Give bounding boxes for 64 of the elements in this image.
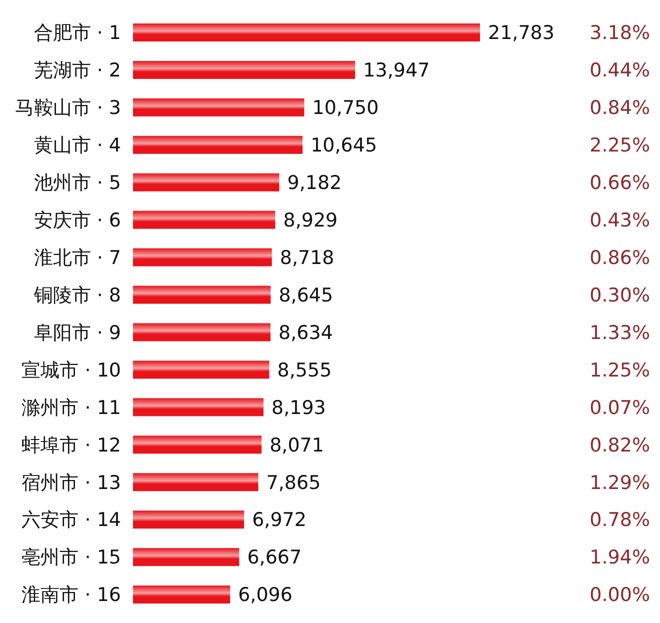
data-label: 6,096: [238, 584, 293, 606]
data-label: 8,929: [283, 209, 338, 232]
bar: [133, 286, 271, 304]
data-label: 8,718: [280, 246, 334, 269]
y-tick-label: 合肥市 · 1: [34, 22, 121, 44]
y-tick-label: 池州市 · 5: [34, 172, 121, 194]
text: 1.94%: [590, 546, 650, 569]
bar: [133, 586, 230, 604]
data-label: 8,071: [270, 434, 324, 456]
bar: [133, 510, 244, 529]
y-tick-label: 黄山市 · 4: [34, 134, 121, 157]
text: 0.07%: [590, 396, 650, 419]
y-tick-label: 阜阳市 · 9: [34, 322, 121, 344]
text: 0.66%: [590, 172, 650, 194]
bar: [133, 473, 258, 492]
text: 0.86%: [590, 246, 650, 269]
bar: [133, 23, 480, 42]
data-label: 7,865: [266, 472, 321, 494]
text: 1.25%: [590, 359, 650, 382]
text: 3.18%: [590, 22, 650, 44]
y-tick-label: 芜湖市 · 2: [34, 60, 121, 82]
y-tick-label: 安庆市 · 6: [34, 209, 121, 232]
bar: [133, 436, 262, 454]
text: 0.78%: [590, 509, 650, 532]
bar: [133, 360, 270, 379]
data-label: 6,972: [252, 509, 306, 532]
y-tick-label: 淮南市 · 16: [22, 584, 121, 606]
data-label: 8,634: [278, 322, 333, 344]
y-tick-label: 六安市 · 14: [22, 509, 121, 532]
data-label: 8,555: [277, 359, 332, 382]
y-tick-label: 亳州市 · 15: [22, 546, 121, 569]
bar: [133, 548, 240, 566]
y-tick-label: 铜陵市 · 8: [32, 284, 121, 306]
y-tick-label: 滁州市 · 11: [22, 396, 121, 419]
data-label: 13,947: [363, 60, 430, 82]
text: 0.43%: [590, 209, 650, 232]
data-label: 21,783: [488, 22, 554, 44]
bar: [133, 323, 271, 342]
text: 1.29%: [590, 472, 650, 494]
text: 0.84%: [590, 97, 650, 120]
y-tick-label: 马鞍山市 · 3: [14, 97, 121, 120]
text: 0.30%: [590, 284, 650, 306]
text: 2.25%: [590, 134, 650, 157]
data-label: 10,750: [312, 97, 379, 120]
y-tick-label: 蚌埠市 · 12: [22, 434, 121, 456]
bar: [133, 98, 304, 116]
y-tick-label: 宿州市 · 13: [22, 472, 121, 494]
bar: [133, 60, 356, 79]
data-label: 8,193: [272, 396, 326, 419]
bar: [133, 248, 272, 266]
bar: [133, 210, 276, 229]
bar: [133, 136, 303, 154]
y-tick-label: 淮北市 · 7: [34, 246, 121, 269]
data-label: 8,645: [278, 284, 334, 306]
bar: [133, 173, 280, 192]
data-label: 9,182: [287, 172, 342, 194]
text: 1.33%: [590, 322, 650, 344]
data-label: 6,667: [247, 546, 302, 569]
text: 0.44%: [590, 60, 650, 82]
bar: [133, 398, 264, 416]
y-tick-label: 宣城市 · 10: [22, 359, 121, 382]
text: 0.00%: [590, 584, 650, 606]
text: 0.82%: [590, 434, 650, 456]
data-label: 10,645: [310, 134, 378, 157]
